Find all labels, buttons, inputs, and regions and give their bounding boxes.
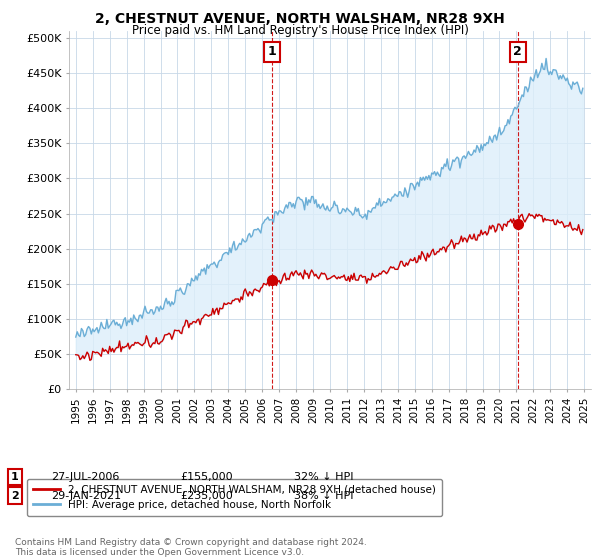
Text: 2: 2 [11, 491, 19, 501]
Text: 1: 1 [11, 472, 19, 482]
Text: 29-JAN-2021: 29-JAN-2021 [51, 491, 121, 501]
Text: 32% ↓ HPI: 32% ↓ HPI [294, 472, 353, 482]
Text: 38% ↓ HPI: 38% ↓ HPI [294, 491, 353, 501]
Text: Price paid vs. HM Land Registry's House Price Index (HPI): Price paid vs. HM Land Registry's House … [131, 24, 469, 36]
Legend: 2, CHESTNUT AVENUE, NORTH WALSHAM, NR28 9XH (detached house), HPI: Average price: 2, CHESTNUT AVENUE, NORTH WALSHAM, NR28 … [27, 479, 442, 516]
Text: 2: 2 [514, 45, 522, 58]
Text: 27-JUL-2006: 27-JUL-2006 [51, 472, 119, 482]
Text: 2, CHESTNUT AVENUE, NORTH WALSHAM, NR28 9XH: 2, CHESTNUT AVENUE, NORTH WALSHAM, NR28 … [95, 12, 505, 26]
Text: 1: 1 [268, 45, 277, 58]
Text: £155,000: £155,000 [180, 472, 233, 482]
Text: £235,000: £235,000 [180, 491, 233, 501]
Text: Contains HM Land Registry data © Crown copyright and database right 2024.
This d: Contains HM Land Registry data © Crown c… [15, 538, 367, 557]
